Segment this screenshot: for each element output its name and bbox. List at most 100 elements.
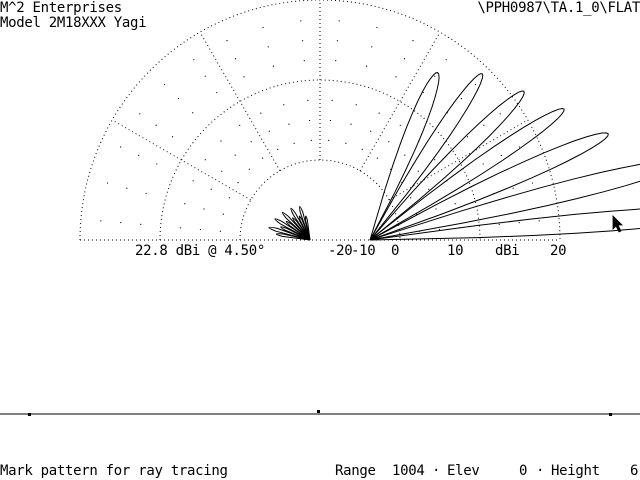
grid-ring [159,79,481,241]
range-value: 1004 [392,463,425,479]
grid-dot [179,227,182,229]
grid-dot [184,203,186,205]
scale-label: 20 [550,243,567,259]
grid-dot [303,60,305,62]
grid-dot [260,112,262,114]
grid-dot [338,20,340,22]
pattern-lobe [369,132,609,241]
pattern-lobe [298,215,311,241]
grid-dot [410,197,412,199]
grid-spoke [359,31,441,171]
pattern-lobe [369,107,565,241]
grid-dot [226,40,228,42]
grid-dot [203,208,205,210]
pattern-lobe [369,72,440,241]
grid-dot [500,154,502,157]
grid-dot [336,40,339,42]
grid-dot [126,187,128,189]
grid-dot [250,141,252,143]
pattern-lobe [369,73,484,241]
pattern-lobe [305,215,311,241]
grid-dot [335,60,337,62]
grid-dot [454,203,456,205]
grid-dot [138,154,140,157]
range-label: Range [335,463,376,479]
pattern-lobe [274,218,311,241]
grid-dot [272,65,275,67]
grid-dot [222,213,225,215]
scale-label: -10 [351,243,376,259]
grid-dot [262,26,264,29]
grid-dot [145,192,147,195]
grid-dot [399,124,401,126]
grid-dot [204,75,206,77]
grid-dot [435,208,437,210]
company-name: M^2 Enterprises [0,0,122,16]
grid-dot [192,180,194,182]
slider-left-marker [28,413,31,416]
grid-dot [328,139,330,141]
grid-dot [365,65,368,67]
grid-dot [412,40,414,42]
grid-dot [192,112,194,114]
grid-dot [277,148,279,150]
grid-dot [371,46,373,48]
grid-dot [395,76,397,78]
grid-dot [283,104,285,106]
grid-dot [268,130,270,132]
grid-dot [248,168,250,170]
grid-dot [171,136,174,138]
scale-label: -20 [328,243,353,259]
grid-dot [120,221,122,224]
separator-dot: · [432,463,441,479]
position-slider[interactable] [0,410,640,416]
antenna-pattern [268,72,640,241]
grid-dot [216,91,218,94]
grid-dot [518,221,520,224]
grid-dot [307,99,309,102]
grid-dot [199,228,202,231]
grid-dot [466,136,469,138]
polar-grid [79,0,561,241]
grid-dot [331,99,333,102]
separator-dot: · [536,463,545,479]
grid-dot [219,230,221,232]
grid-dot [361,148,363,150]
grid-dot [498,223,500,225]
grid-dot [403,58,406,60]
pattern-lobe [369,208,640,241]
height-label: Height [551,463,600,479]
grid-dot [100,220,102,222]
slider-handle[interactable] [317,410,320,413]
slider-right-marker [609,413,612,416]
grid-dot [438,228,441,231]
grid-dot [518,146,520,148]
mouse-pointer-icon [612,215,623,233]
grid-dot [237,182,239,184]
height-value: 6 [630,463,639,479]
grid-dot [288,123,290,125]
grid-ring [79,0,561,241]
pattern-lobe [268,226,311,241]
grid-dot [293,142,295,145]
grid-dot [140,223,142,225]
grid-dot [434,75,436,77]
grid-spoke [111,119,251,201]
grid-dot [417,170,419,172]
grid-dot [388,141,390,143]
grid-dot [378,112,380,114]
grid-dot [163,83,166,86]
grid-dot [482,163,484,165]
grid-dot [234,58,237,60]
grid-dot [262,157,264,159]
scale-label: 10 [447,243,464,259]
grid-dot [220,140,222,142]
grid-dot [221,170,223,172]
grid-dot [460,97,463,100]
peak-gain-readout: 22.8 dBi @ 4.50° [135,243,266,259]
scale-label: dBi [495,243,520,259]
pattern-lobe [281,211,311,241]
pattern-lobe [280,226,311,241]
grid-dot [106,182,109,184]
